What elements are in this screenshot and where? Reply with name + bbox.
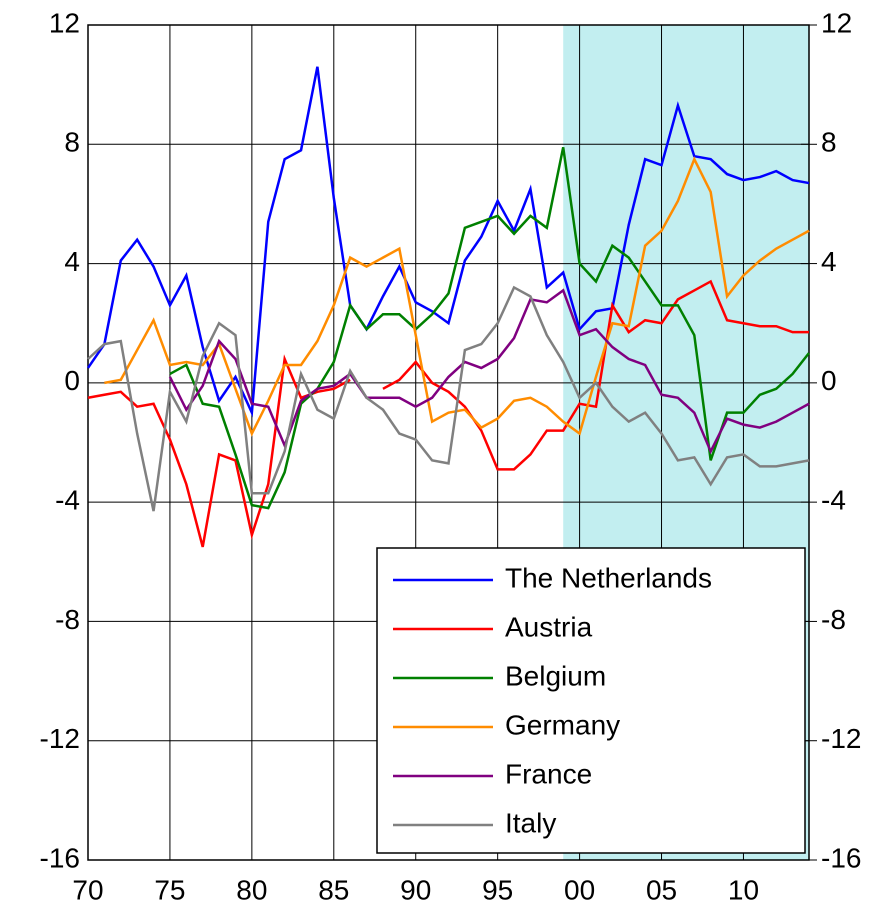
y2-tick-label: -16: [821, 842, 861, 873]
series-line: [87, 354, 351, 548]
x-tick-label: 05: [646, 874, 677, 905]
x-tick-label: 75: [154, 874, 185, 905]
y2-tick-label: 12: [821, 7, 852, 38]
legend-label: Italy: [505, 807, 556, 838]
x-tick-label: 90: [400, 874, 431, 905]
plot-frame: [87, 24, 810, 861]
legend-box: [376, 547, 806, 854]
y-tick-label: 8: [64, 127, 80, 158]
y2-tick-label: 0: [821, 365, 837, 396]
series-line: [87, 285, 810, 512]
x-tick-label: 80: [236, 874, 267, 905]
y2-tick-label: 8: [821, 127, 837, 158]
series-line: [382, 279, 809, 471]
legend-label: Austria: [505, 611, 593, 642]
y-tick-label: -16: [40, 842, 80, 873]
y2-tick-label: -12: [821, 723, 861, 754]
x-tick-label: 10: [728, 874, 759, 905]
legend-label: France: [505, 758, 592, 789]
series-line: [169, 147, 810, 510]
y-tick-label: 4: [64, 246, 80, 277]
y-tick-label: 0: [64, 365, 80, 396]
y-tick-label: 12: [49, 7, 80, 38]
y2-tick-label: 4: [821, 246, 837, 277]
x-tick-label: 70: [72, 874, 103, 905]
legend-label: Belgium: [505, 660, 606, 691]
y-tick-label: -8: [55, 604, 80, 635]
series-line: [168, 288, 810, 455]
x-tick-label: 00: [564, 874, 595, 905]
series-line: [86, 66, 810, 418]
y2-tick-label: -4: [821, 485, 846, 516]
y2-tick-label: -8: [821, 604, 846, 635]
y-tick-label: -4: [55, 485, 80, 516]
legend-label: The Netherlands: [505, 562, 712, 593]
legend-label: Germany: [505, 709, 620, 740]
y-tick-label: -12: [40, 723, 80, 754]
x-tick-label: 85: [318, 874, 349, 905]
x-tick-label: 95: [482, 874, 513, 905]
